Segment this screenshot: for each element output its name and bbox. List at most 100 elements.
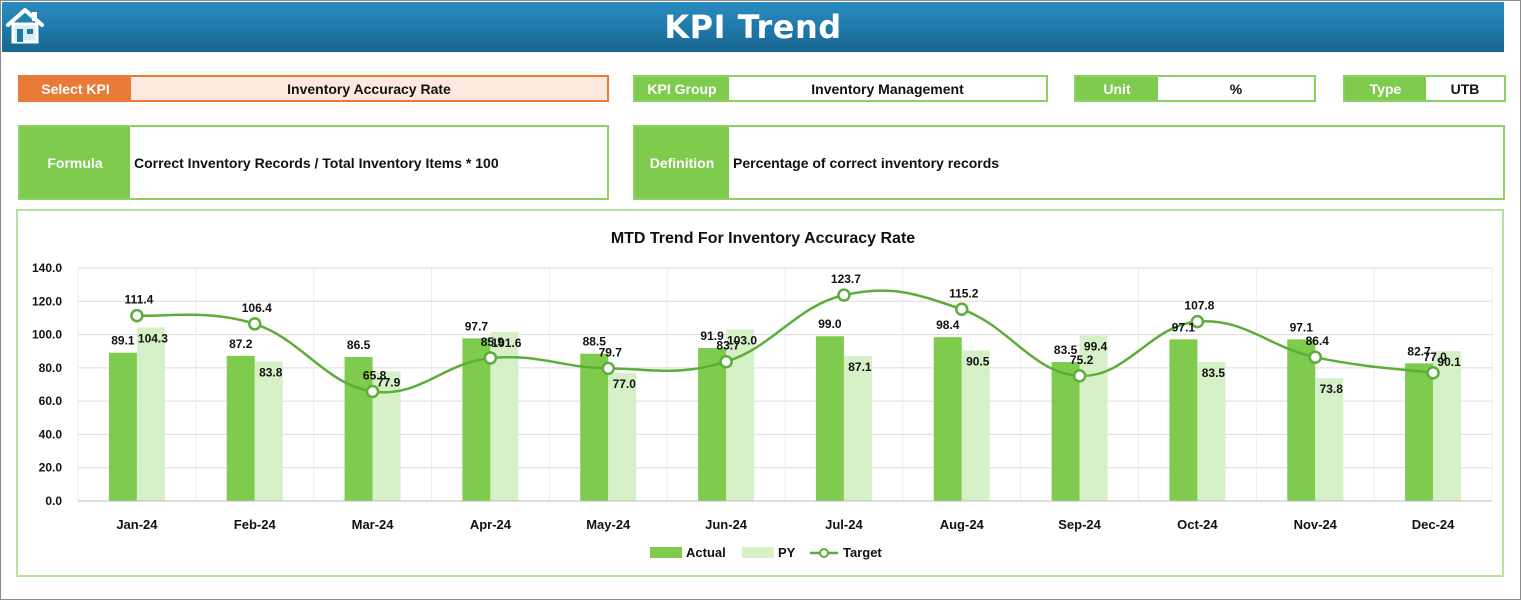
x-tick-label: Apr-24 — [470, 517, 512, 532]
legend-label-target: Target — [843, 545, 882, 560]
actual-data-label: 86.5 — [347, 338, 371, 352]
formula-value: Correct Inventory Records / Total Invent… — [134, 154, 499, 171]
legend-swatch-py — [742, 547, 774, 558]
py-bar — [961, 350, 990, 501]
page-title: KPI Trend — [664, 8, 842, 46]
x-tick-label: Jan-24 — [116, 517, 158, 532]
actual-data-label: 97.1 — [1172, 320, 1196, 334]
type-label: Type — [1345, 77, 1426, 100]
actual-bar — [108, 352, 137, 501]
actual-bar — [462, 338, 491, 501]
target-data-label: 65.8 — [363, 368, 387, 382]
target-point — [365, 384, 380, 399]
actual-data-label: 97.7 — [465, 319, 489, 333]
y-tick-label: 0.0 — [45, 494, 62, 508]
actual-bar — [815, 336, 844, 501]
x-tick-label: Dec-24 — [1412, 517, 1455, 532]
chart-title: MTD Trend For Inventory Accuracy Rate — [611, 230, 915, 247]
target-point — [1426, 366, 1440, 380]
target-point — [1308, 350, 1322, 364]
y-tick-label: 140.0 — [32, 261, 62, 275]
legend-marker-target — [819, 548, 829, 558]
actual-bar — [344, 357, 373, 501]
definition-label: Definition — [635, 127, 729, 198]
py-bar — [843, 356, 872, 501]
formula-label: Formula — [20, 127, 130, 198]
x-tick-label: Nov-24 — [1294, 517, 1338, 532]
py-bar — [254, 361, 283, 501]
definition-value: Percentage of correct inventory records — [733, 154, 1000, 171]
target-data-label: 86.4 — [1306, 334, 1330, 348]
y-tick-label: 40.0 — [39, 427, 63, 441]
py-data-label: 90.5 — [966, 354, 990, 368]
actual-data-label: 99.0 — [818, 317, 842, 331]
x-tick-label: Feb-24 — [234, 517, 277, 532]
unit-value: % — [1229, 80, 1243, 97]
target-point — [248, 317, 262, 331]
py-bar — [608, 372, 637, 501]
x-tick-label: Jul-24 — [825, 517, 863, 532]
target-data-label: 107.8 — [1184, 299, 1214, 313]
py-bar — [1315, 378, 1344, 501]
actual-bar — [1169, 339, 1198, 501]
target-point — [1072, 369, 1087, 383]
legend-label-py: PY — [778, 545, 796, 560]
actual-data-label: 82.7 — [1407, 344, 1431, 358]
kpi-group-value: Inventory Management — [811, 80, 964, 97]
target-data-label: 75.2 — [1070, 353, 1094, 367]
py-data-label: 87.1 — [848, 360, 872, 374]
target-point — [1190, 314, 1205, 329]
py-data-label: 73.8 — [1320, 382, 1344, 396]
py-data-label: 83.8 — [259, 366, 283, 380]
target-point — [955, 302, 969, 317]
py-data-label: 104.3 — [138, 331, 168, 345]
target-point — [837, 288, 851, 302]
target-point — [483, 351, 498, 365]
formula-block: Formula Correct Inventory Records / Tota… — [18, 125, 609, 200]
actual-bar — [1287, 339, 1316, 501]
py-data-label: 83.5 — [1202, 366, 1226, 380]
py-bar — [1197, 362, 1226, 501]
y-tick-label: 100.0 — [32, 328, 62, 342]
x-tick-label: Sep-24 — [1058, 517, 1101, 532]
header-bar: KPI Trend — [2, 2, 1504, 52]
py-data-label: 101.6 — [491, 336, 521, 350]
x-tick-label: Oct-24 — [1177, 517, 1218, 532]
actual-data-label: 91.9 — [700, 329, 724, 343]
house-icon[interactable] — [4, 4, 46, 46]
x-tick-label: Mar-24 — [352, 517, 395, 532]
chart-panel: MTD Trend For Inventory Accuracy Rate 89… — [16, 209, 1504, 577]
kpi-group-label: KPI Group — [635, 77, 729, 100]
target-data-label: 123.7 — [831, 272, 861, 286]
x-tick-label: Jun-24 — [705, 517, 748, 532]
actual-bar — [698, 348, 727, 501]
target-data-label: 111.4 — [125, 293, 154, 307]
unit-field: Unit % — [1074, 75, 1316, 102]
unit-label: Unit — [1076, 77, 1158, 100]
legend-label-actual: Actual — [686, 545, 726, 560]
target-data-label: 106.4 — [242, 301, 272, 315]
target-data-label: 115.2 — [949, 286, 979, 300]
py-data-label: 77.0 — [613, 377, 637, 391]
py-data-label: 77.9 — [377, 375, 401, 389]
mtd-trend-chart: MTD Trend For Inventory Accuracy Rate 89… — [32, 230, 1493, 560]
actual-data-label: 98.4 — [936, 318, 960, 332]
actual-data-label: 88.5 — [583, 335, 607, 349]
actual-data-label: 89.1 — [111, 334, 135, 348]
target-data-label: 85.9 — [481, 335, 505, 349]
actual-bar — [1051, 362, 1080, 501]
actual-bar — [226, 355, 255, 501]
actual-data-label: 83.5 — [1054, 343, 1078, 357]
py-bar — [1079, 335, 1108, 501]
kpi-group-field: KPI Group Inventory Management — [633, 75, 1048, 102]
select-kpi-field: Select KPI Inventory Accuracy Rate — [18, 75, 609, 102]
y-tick-label: 60.0 — [39, 394, 63, 408]
select-kpi-dropdown[interactable]: Inventory Accuracy Rate — [131, 77, 607, 100]
type-field: Type UTB — [1343, 75, 1506, 102]
actual-bar — [580, 353, 609, 501]
y-tick-label: 80.0 — [39, 361, 63, 375]
target-point — [601, 361, 615, 376]
actual-data-label: 97.1 — [1290, 320, 1314, 334]
x-tick-label: May-24 — [586, 517, 631, 532]
actual-bar — [1405, 363, 1434, 501]
